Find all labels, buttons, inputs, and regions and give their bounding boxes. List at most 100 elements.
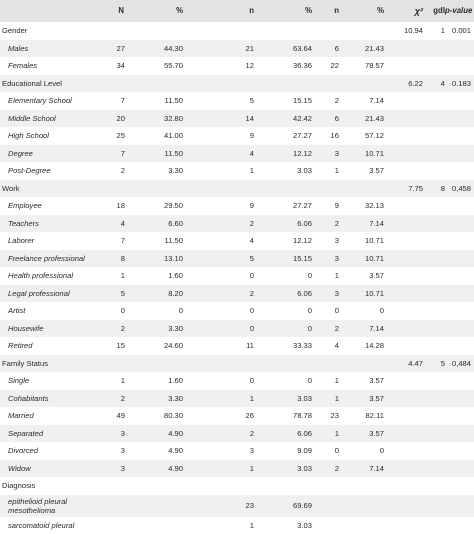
cell-group2-n: 9	[312, 197, 339, 215]
cell-group1-percent: 3.03	[254, 162, 312, 180]
cell-group2-n: 6	[312, 40, 339, 58]
cell-chi-square	[384, 460, 423, 478]
cell-total-percent: 29.50	[125, 197, 183, 215]
cell-group1-percent	[254, 477, 312, 495]
cell-group1-percent: 0	[254, 267, 312, 285]
cell-total-percent: 8.20	[125, 285, 183, 303]
cell-p-value	[445, 337, 474, 355]
cell-group1-n: 4	[200, 232, 254, 250]
cell-gap	[183, 22, 200, 40]
cell-total-percent: 0	[125, 302, 183, 320]
cell-group2-percent: 21.43	[339, 40, 384, 58]
cell-gap	[183, 197, 200, 215]
cell-gap	[183, 232, 200, 250]
cell-p-value	[445, 425, 474, 443]
cell-total-n: 7	[93, 92, 125, 110]
cell-group1-n	[200, 75, 254, 93]
cell-total-n: 49	[93, 407, 125, 425]
header-gdl: gdl	[423, 0, 445, 22]
cell-group1-percent: 78.78	[254, 407, 312, 425]
cell-group1-percent	[254, 22, 312, 40]
cell-gap	[183, 337, 200, 355]
cell-gap	[183, 57, 200, 75]
cell-chi-square	[384, 250, 423, 268]
cell-gap	[183, 110, 200, 128]
cell-gap	[183, 162, 200, 180]
group-row: Diagnosis	[0, 477, 474, 495]
cell-chi-square: 10.94	[384, 22, 423, 40]
row-label: Teachers	[0, 215, 93, 233]
cell-p-value	[445, 215, 474, 233]
cell-gdl	[423, 267, 445, 285]
cell-chi-square	[384, 110, 423, 128]
cell-gap	[183, 267, 200, 285]
cell-group2-n: 2	[312, 92, 339, 110]
cell-total-percent: 80.30	[125, 407, 183, 425]
cell-chi-square	[384, 127, 423, 145]
cell-group1-n: 3	[200, 442, 254, 460]
cell-total-n: 27	[93, 40, 125, 58]
cell-group2-percent: 82.11	[339, 407, 384, 425]
cell-total-n: 2	[93, 320, 125, 338]
cell-total-percent: 3.30	[125, 162, 183, 180]
cell-group1-n: 14	[200, 110, 254, 128]
cell-total-n: 18	[93, 197, 125, 215]
cell-group2-percent	[339, 477, 384, 495]
cell-total-n: 34	[93, 57, 125, 75]
header-gap	[183, 0, 200, 22]
cell-group1-n: 12	[200, 57, 254, 75]
cell-group2-n	[312, 355, 339, 373]
cell-total-percent: 3.30	[125, 320, 183, 338]
cell-total-n	[93, 22, 125, 40]
cell-group1-percent: 15.15	[254, 92, 312, 110]
cell-group2-percent: 0	[339, 442, 384, 460]
cell-p-value	[445, 145, 474, 163]
cell-gap	[183, 180, 200, 198]
cell-total-percent: 55.70	[125, 57, 183, 75]
cell-gdl	[423, 477, 445, 495]
cell-group1-n	[200, 355, 254, 373]
cell-group2-n: 3	[312, 250, 339, 268]
cell-group1-n: 2	[200, 285, 254, 303]
header-p-value: p-value	[445, 0, 474, 22]
cell-gap	[183, 302, 200, 320]
cell-gdl	[423, 57, 445, 75]
cell-group2-n: 3	[312, 285, 339, 303]
cell-p-value	[445, 460, 474, 478]
cell-gdl	[423, 460, 445, 478]
cell-total-percent	[125, 75, 183, 93]
cell-group1-n: 1	[200, 162, 254, 180]
row-label: sarcomatoid pleural	[0, 517, 93, 534]
cell-p-value	[445, 442, 474, 460]
cell-total-n: 4	[93, 215, 125, 233]
cell-p-value	[445, 162, 474, 180]
cell-group1-percent: 36.36	[254, 57, 312, 75]
cell-group1-n: 5	[200, 250, 254, 268]
cell-total-percent: 32.80	[125, 110, 183, 128]
cell-total-n	[93, 355, 125, 373]
cell-group2-n: 23	[312, 407, 339, 425]
cell-chi-square	[384, 285, 423, 303]
cell-group2-percent: 3.57	[339, 425, 384, 443]
cell-p-value: 0,458	[445, 180, 474, 198]
cell-group1-percent: 33.33	[254, 337, 312, 355]
cell-total-n: 2	[93, 390, 125, 408]
cell-group2-n: 1	[312, 372, 339, 390]
cell-group2-n: 4	[312, 337, 339, 355]
row-label: Work	[0, 180, 93, 198]
cell-gap	[183, 92, 200, 110]
cell-group1-n: 21	[200, 40, 254, 58]
table-header: N % n % n % χ² gdl p-value	[0, 0, 474, 22]
row-label: Health professional	[0, 267, 93, 285]
cell-chi-square	[384, 517, 423, 534]
